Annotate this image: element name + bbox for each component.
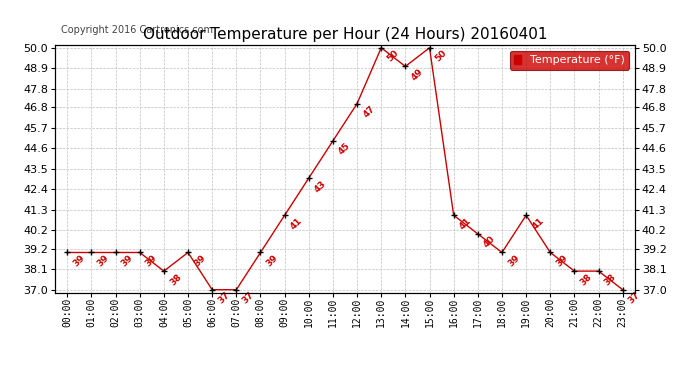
- Text: 41: 41: [289, 216, 304, 231]
- Text: 39: 39: [120, 253, 135, 268]
- Text: 43: 43: [313, 178, 328, 194]
- Text: 50: 50: [386, 49, 400, 64]
- Text: 39: 39: [506, 253, 522, 268]
- Text: 39: 39: [555, 253, 570, 268]
- Text: 37: 37: [627, 290, 642, 306]
- Text: 39: 39: [144, 253, 159, 268]
- Text: 40: 40: [482, 235, 497, 250]
- Text: 50: 50: [434, 49, 448, 64]
- Text: 39: 39: [193, 253, 208, 268]
- Text: Copyright 2016 Cartronics.com: Copyright 2016 Cartronics.com: [61, 25, 213, 35]
- Title: Outdoor Temperature per Hour (24 Hours) 20160401: Outdoor Temperature per Hour (24 Hours) …: [143, 27, 547, 42]
- Text: 39: 39: [72, 253, 87, 268]
- Legend: Temperature (°F): Temperature (°F): [510, 51, 629, 69]
- Text: 39: 39: [96, 253, 111, 268]
- Text: 39: 39: [265, 253, 280, 268]
- Text: 47: 47: [362, 104, 377, 120]
- Text: 38: 38: [603, 272, 618, 287]
- Text: 38: 38: [168, 272, 184, 287]
- Text: 45: 45: [337, 141, 353, 157]
- Text: 41: 41: [458, 216, 473, 231]
- Text: 37: 37: [241, 290, 256, 306]
- Text: 37: 37: [217, 290, 232, 306]
- Text: 49: 49: [410, 67, 425, 82]
- Text: 41: 41: [531, 216, 546, 231]
- Text: 38: 38: [579, 272, 594, 287]
